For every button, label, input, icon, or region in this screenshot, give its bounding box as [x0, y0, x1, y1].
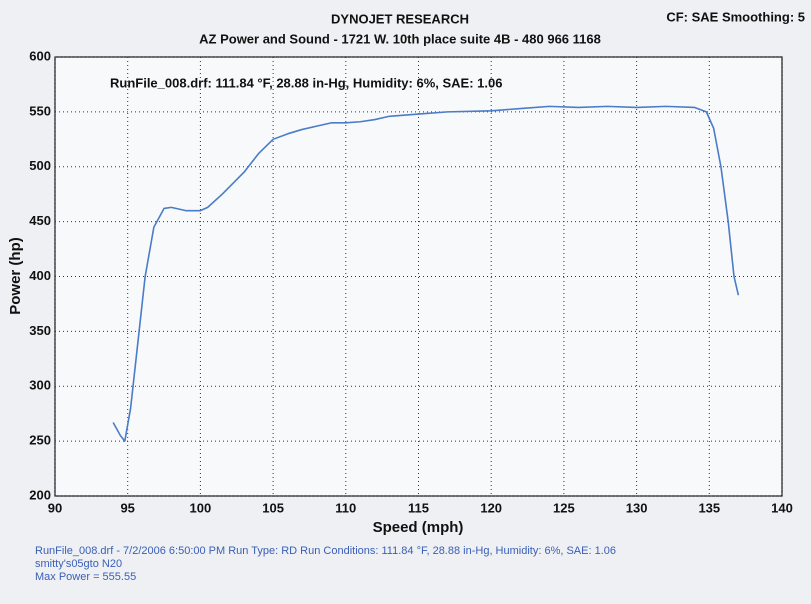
x-tick-label: 100	[190, 500, 212, 515]
x-axis-label: Speed (mph)	[373, 519, 464, 536]
x-tick-label: 120	[480, 500, 502, 515]
x-tick-label: 95	[120, 500, 134, 515]
header-right: CF: SAE Smoothing: 5	[666, 9, 805, 24]
x-tick-label: 135	[698, 500, 720, 515]
y-tick-label: 200	[29, 487, 51, 502]
x-tick-label: 140	[771, 500, 793, 515]
y-tick-label: 400	[29, 268, 51, 283]
annotation: RunFile_008.drf: 111.84 °F, 28.88 in-Hg,…	[110, 75, 502, 90]
y-axis-label: Power (hp)	[7, 237, 24, 315]
footer-line: Max Power = 555.55	[35, 571, 136, 583]
y-tick-label: 600	[29, 48, 51, 63]
footer-line: smitty's05gto N20	[35, 558, 122, 570]
plot-area	[54, 56, 783, 497]
power-curve	[112, 105, 740, 442]
x-tick-label: 115	[408, 500, 429, 515]
footer-line: RunFile_008.drf - 7/2/2006 6:50:00 PM Ru…	[35, 545, 616, 557]
x-tick-label: 110	[335, 500, 356, 515]
x-tick-label: 130	[626, 500, 648, 515]
x-tick-label: 105	[262, 500, 284, 515]
y-tick-label: 250	[29, 433, 51, 448]
y-tick-label: 350	[29, 323, 51, 338]
chart-title: DYNOJET RESEARCH	[331, 11, 469, 26]
y-tick-label: 550	[29, 103, 51, 118]
x-tick-label: 90	[48, 500, 62, 515]
y-tick-label: 300	[29, 378, 51, 393]
chart-subtitle: AZ Power and Sound - 1721 W. 10th place …	[199, 31, 601, 46]
y-tick-label: 500	[29, 158, 51, 173]
y-tick-label: 450	[29, 213, 51, 228]
x-tick-label: 125	[553, 500, 575, 515]
